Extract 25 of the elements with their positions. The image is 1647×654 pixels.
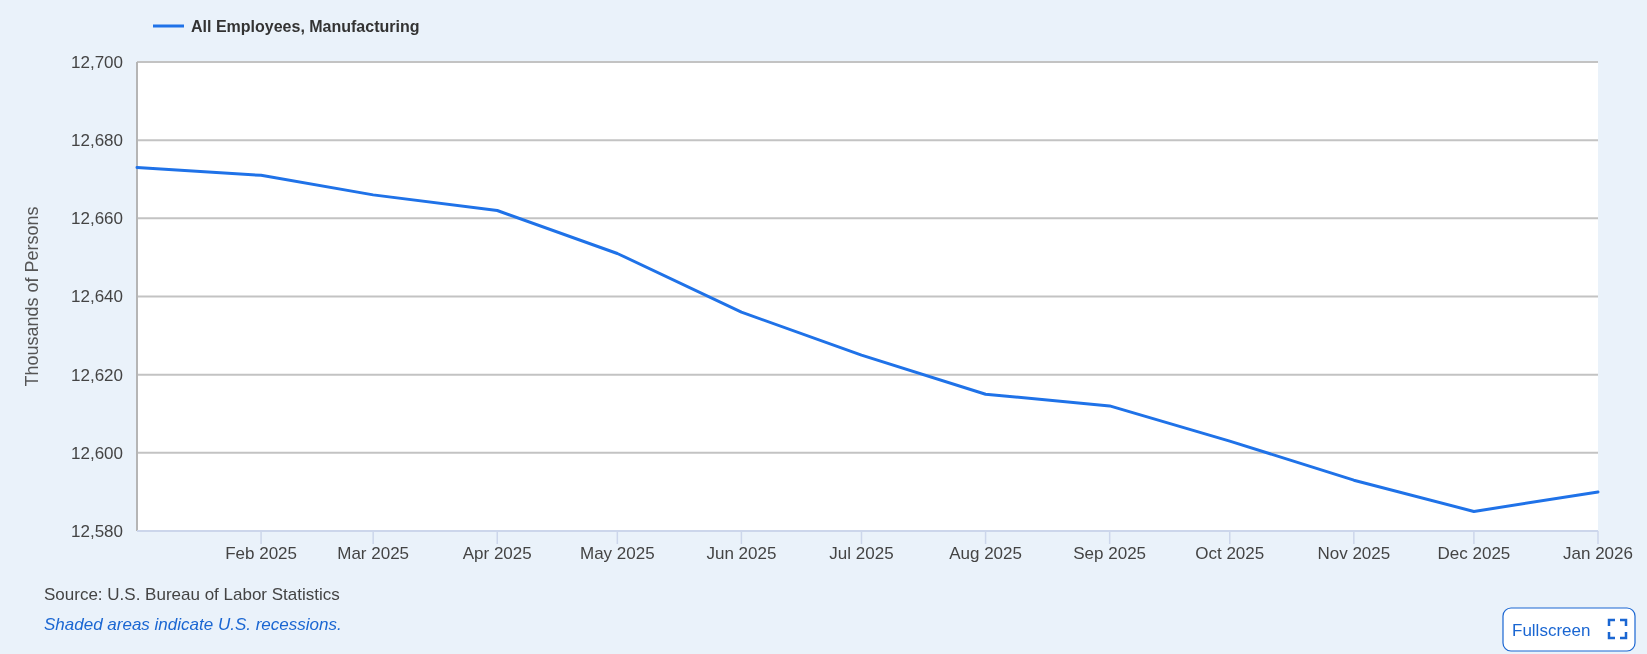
x-tick-label: Dec 2025 bbox=[1437, 544, 1511, 563]
x-tick-label: Jan 2026 bbox=[1563, 544, 1633, 563]
y-tick-label: 12,660 bbox=[71, 209, 123, 229]
x-tick-label: May 2025 bbox=[579, 544, 655, 563]
line-series bbox=[135, 166, 1600, 513]
x-tick-label: Jun 2025 bbox=[706, 544, 777, 563]
text: Shaded areas indicate U.S. recessions. bbox=[44, 615, 342, 634]
x-tick-label: Apr 2025 bbox=[462, 544, 532, 563]
y-tick-label: 12,580 bbox=[71, 521, 123, 541]
x-tick-label: Aug 2025 bbox=[949, 544, 1022, 563]
fullscreen-button: Fullscreen bbox=[1502, 607, 1636, 652]
legend-label: All Employees, Manufacturing bbox=[191, 17, 420, 35]
x-tick-label: Mar 2025 bbox=[337, 544, 410, 563]
y-tick-label: 12,680 bbox=[71, 131, 123, 151]
x-tick-label: Feb 2025 bbox=[225, 544, 298, 563]
x-tick-label: Oct 2025 bbox=[1195, 544, 1265, 563]
y-tick-label: 12,620 bbox=[71, 365, 123, 385]
y-tick-label: 12,600 bbox=[71, 443, 123, 463]
x-tick-label: Jul 2025 bbox=[829, 544, 894, 563]
source-note: Source: U.S. Bureau of Labor Statistics bbox=[44, 585, 340, 604]
y-tick-label: 12,640 bbox=[71, 287, 123, 307]
y-axis-title: Thousands of Persons bbox=[22, 206, 42, 387]
y-tick-label: 12,700 bbox=[71, 52, 123, 72]
x-tick-label: Sep 2025 bbox=[1073, 544, 1147, 563]
x-tick-label: Nov 2025 bbox=[1317, 544, 1391, 563]
